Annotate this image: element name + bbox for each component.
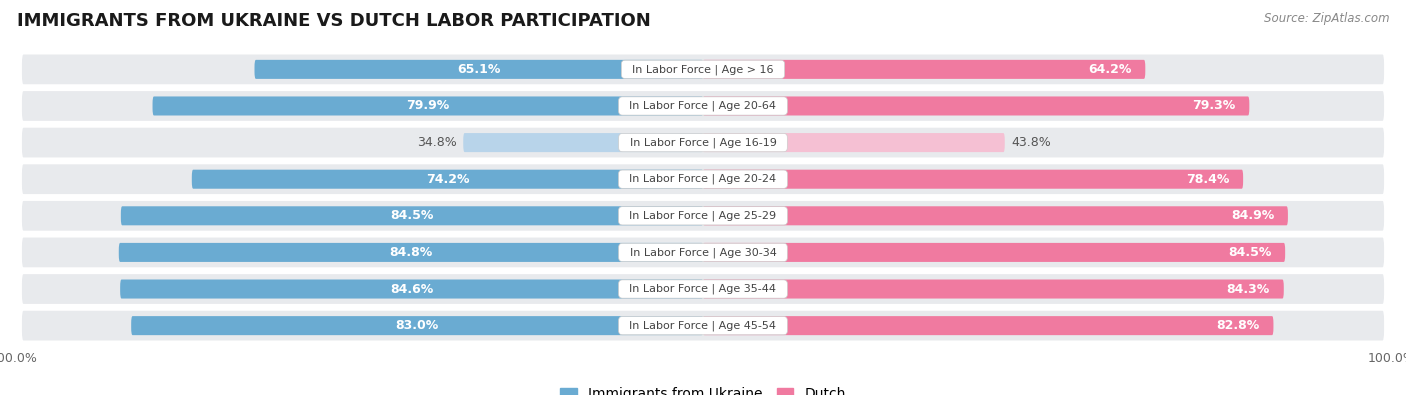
Text: In Labor Force | Age 25-29: In Labor Force | Age 25-29 <box>623 211 783 221</box>
Text: In Labor Force | Age 20-24: In Labor Force | Age 20-24 <box>623 174 783 184</box>
Text: 43.8%: 43.8% <box>1012 136 1052 149</box>
Text: 65.1%: 65.1% <box>457 63 501 76</box>
FancyBboxPatch shape <box>121 206 703 225</box>
Text: 74.2%: 74.2% <box>426 173 470 186</box>
Text: 78.4%: 78.4% <box>1187 173 1229 186</box>
FancyBboxPatch shape <box>21 127 1385 158</box>
FancyBboxPatch shape <box>21 273 1385 305</box>
Text: 84.5%: 84.5% <box>391 209 433 222</box>
FancyBboxPatch shape <box>703 206 1288 225</box>
Text: 84.5%: 84.5% <box>1227 246 1271 259</box>
FancyBboxPatch shape <box>21 53 1385 85</box>
FancyBboxPatch shape <box>254 60 703 79</box>
Text: 84.9%: 84.9% <box>1230 209 1274 222</box>
Text: 84.6%: 84.6% <box>389 282 433 295</box>
Text: 34.8%: 34.8% <box>416 136 457 149</box>
Text: In Labor Force | Age 20-64: In Labor Force | Age 20-64 <box>623 101 783 111</box>
FancyBboxPatch shape <box>703 60 1146 79</box>
Legend: Immigrants from Ukraine, Dutch: Immigrants from Ukraine, Dutch <box>555 382 851 395</box>
Text: In Labor Force | Age > 16: In Labor Force | Age > 16 <box>626 64 780 75</box>
Text: In Labor Force | Age 30-34: In Labor Force | Age 30-34 <box>623 247 783 258</box>
FancyBboxPatch shape <box>118 243 703 262</box>
Text: 84.8%: 84.8% <box>389 246 433 259</box>
FancyBboxPatch shape <box>120 280 703 299</box>
FancyBboxPatch shape <box>152 96 703 115</box>
Text: 82.8%: 82.8% <box>1216 319 1260 332</box>
Text: In Labor Force | Age 45-54: In Labor Force | Age 45-54 <box>623 320 783 331</box>
FancyBboxPatch shape <box>21 90 1385 122</box>
FancyBboxPatch shape <box>703 316 1274 335</box>
FancyBboxPatch shape <box>463 133 703 152</box>
Text: Source: ZipAtlas.com: Source: ZipAtlas.com <box>1264 12 1389 25</box>
FancyBboxPatch shape <box>21 200 1385 232</box>
FancyBboxPatch shape <box>21 237 1385 268</box>
FancyBboxPatch shape <box>131 316 703 335</box>
FancyBboxPatch shape <box>21 163 1385 195</box>
FancyBboxPatch shape <box>703 243 1285 262</box>
FancyBboxPatch shape <box>703 170 1243 189</box>
FancyBboxPatch shape <box>21 310 1385 342</box>
FancyBboxPatch shape <box>703 133 1005 152</box>
FancyBboxPatch shape <box>703 96 1250 115</box>
Text: In Labor Force | Age 35-44: In Labor Force | Age 35-44 <box>623 284 783 294</box>
Text: 79.9%: 79.9% <box>406 100 450 113</box>
Text: 64.2%: 64.2% <box>1088 63 1132 76</box>
Text: 83.0%: 83.0% <box>395 319 439 332</box>
FancyBboxPatch shape <box>191 170 703 189</box>
Text: IMMIGRANTS FROM UKRAINE VS DUTCH LABOR PARTICIPATION: IMMIGRANTS FROM UKRAINE VS DUTCH LABOR P… <box>17 12 651 30</box>
Text: In Labor Force | Age 16-19: In Labor Force | Age 16-19 <box>623 137 783 148</box>
FancyBboxPatch shape <box>703 280 1284 299</box>
Text: 84.3%: 84.3% <box>1227 282 1270 295</box>
Text: 79.3%: 79.3% <box>1192 100 1236 113</box>
